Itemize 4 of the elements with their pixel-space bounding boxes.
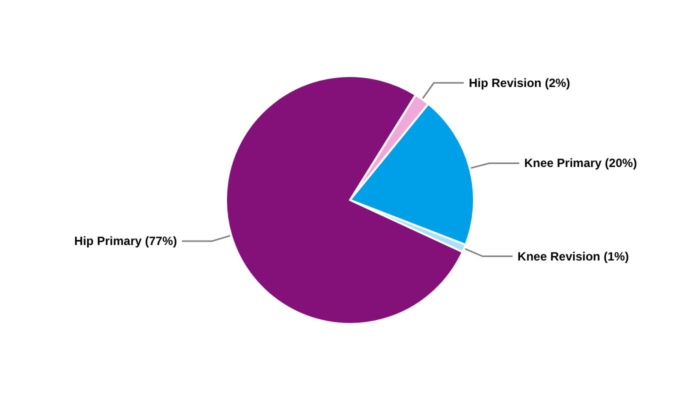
slice-label: Hip Revision (2%) — [468, 76, 570, 90]
slice-label: Hip Primary (77%) — [74, 234, 178, 248]
slice-label: Knee Revision (1%) — [518, 249, 629, 264]
slice-label: Knee Primary (20%) — [524, 156, 637, 170]
